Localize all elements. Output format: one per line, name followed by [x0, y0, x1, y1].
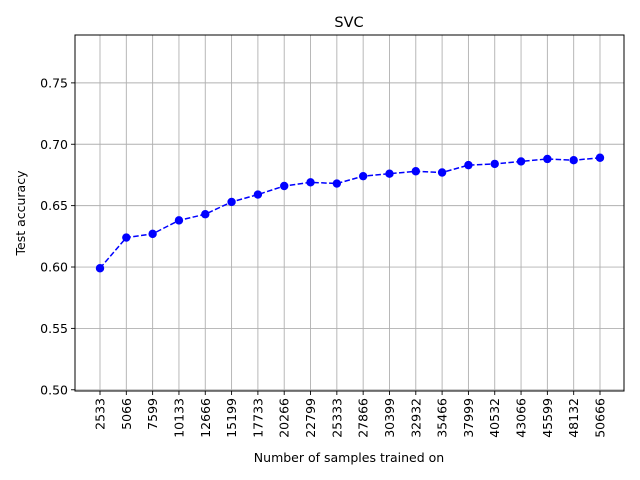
y-tick-label: 0.75 — [40, 75, 68, 90]
x-tick-label: 22799 — [303, 398, 318, 438]
x-tick-label: 35466 — [435, 398, 450, 438]
data-point — [543, 154, 552, 164]
x-tick-label: 40532 — [487, 398, 502, 438]
data-point — [464, 160, 473, 170]
data-point — [174, 216, 184, 225]
x-tick-label: 25333 — [329, 398, 344, 438]
plot-frame — [74, 34, 625, 392]
series-line — [99, 157, 601, 269]
x-tick-label: 50666 — [593, 398, 608, 438]
y-axis-label: Test accuracy — [13, 170, 28, 257]
data-point — [437, 168, 447, 177]
x-tick-label: 5066 — [119, 398, 134, 430]
series — [95, 153, 605, 273]
x-tick-label: 27866 — [356, 398, 371, 438]
data-point — [95, 264, 105, 273]
data-point — [332, 179, 342, 188]
x-tick-label: 20266 — [277, 398, 292, 438]
data-point — [411, 167, 420, 176]
data-point — [306, 178, 315, 187]
data-point — [569, 156, 578, 165]
y-tick-label: 0.60 — [40, 260, 68, 275]
x-tick-label: 17733 — [250, 398, 265, 438]
data-point — [280, 181, 289, 191]
x-tick-label: 48132 — [566, 398, 581, 438]
data-point — [122, 233, 131, 242]
x-axis-ticks: 2533 5066 7599 10133 12666 15199 17733 20266 227… — [93, 391, 608, 438]
y-tick-label: 0.70 — [40, 137, 68, 152]
y-tick-label: 0.50 — [40, 382, 68, 397]
x-tick-label: 30399 — [382, 398, 397, 438]
y-tick-label: 0.55 — [40, 321, 68, 336]
x-tick-label: 7599 — [145, 398, 160, 430]
data-point — [595, 153, 605, 162]
data-point — [201, 210, 210, 219]
x-tick-label: 37999 — [461, 398, 476, 438]
x-tick-label: 45599 — [540, 398, 555, 438]
data-point — [253, 190, 263, 199]
data-point — [148, 229, 157, 239]
data-point — [516, 157, 526, 166]
chart-title: SVC — [334, 15, 363, 31]
x-tick-label: 43066 — [514, 398, 529, 438]
grid — [75, 35, 624, 391]
x-axis-label: Number of samples trained on — [254, 450, 444, 465]
x-tick-label: 15199 — [224, 398, 239, 438]
data-point — [358, 171, 368, 181]
x-tick-label: 32932 — [408, 398, 423, 438]
data-point — [227, 197, 236, 207]
data-point — [385, 169, 394, 178]
x-tick-label: 12666 — [198, 398, 213, 438]
y-axis-ticks: 0.50 0.55 0.60 0.65 0.70 0.75 — [40, 75, 75, 397]
x-tick-label: 2533 — [93, 398, 108, 430]
data-point — [490, 159, 499, 169]
x-tick-label: 10133 — [171, 398, 186, 438]
y-tick-label: 0.65 — [40, 198, 68, 213]
